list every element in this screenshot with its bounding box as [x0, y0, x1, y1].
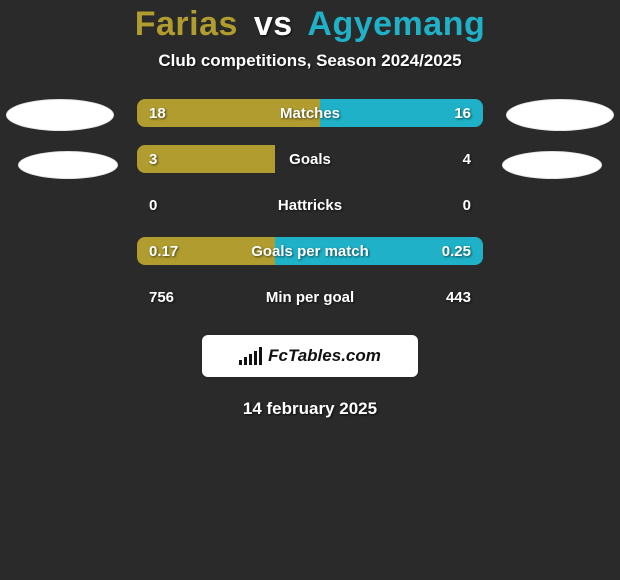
value-right: 0	[463, 191, 471, 219]
comparison-row: 0Hattricks0	[137, 191, 483, 219]
metric-label: Matches	[137, 99, 483, 127]
footer-date: 14 february 2025	[0, 399, 620, 419]
comparison-widget: Farias vs Agyemang Club competitions, Se…	[0, 0, 620, 580]
metric-label: Min per goal	[137, 283, 483, 311]
avatar-right-placeholder-2	[502, 151, 602, 179]
avatar-right-placeholder-1	[506, 99, 614, 131]
brand-text: FcTables.com	[268, 346, 381, 366]
metric-label: Hattricks	[137, 191, 483, 219]
value-right: 443	[446, 283, 471, 311]
metric-label: Goals	[137, 145, 483, 173]
page-title: Farias vs Agyemang	[0, 6, 620, 43]
title-vs: vs	[254, 5, 293, 43]
value-right: 0.25	[442, 237, 471, 265]
comparison-row: 18Matches16	[137, 99, 483, 127]
subtitle: Club competitions, Season 2024/2025	[0, 51, 620, 71]
comparison-row: 0.17Goals per match0.25	[137, 237, 483, 265]
bars-icon	[239, 347, 262, 365]
chart-area: 18Matches16 3Goals4 0Hattricks0 0.17Goals p…	[0, 99, 620, 311]
brand-box[interactable]: FcTables.com	[202, 335, 418, 377]
avatar-left-placeholder-1	[6, 99, 114, 131]
comparison-row: 3Goals4	[137, 145, 483, 173]
value-right: 16	[454, 99, 471, 127]
player-left-name: Farias	[135, 5, 238, 43]
comparison-row: 756Min per goal443	[137, 283, 483, 311]
player-right-name: Agyemang	[307, 5, 485, 43]
value-right: 4	[463, 145, 471, 173]
metric-label: Goals per match	[137, 237, 483, 265]
avatar-left-placeholder-2	[18, 151, 118, 179]
comparison-rows: 18Matches16 3Goals4 0Hattricks0 0.17Goals p…	[137, 99, 483, 311]
